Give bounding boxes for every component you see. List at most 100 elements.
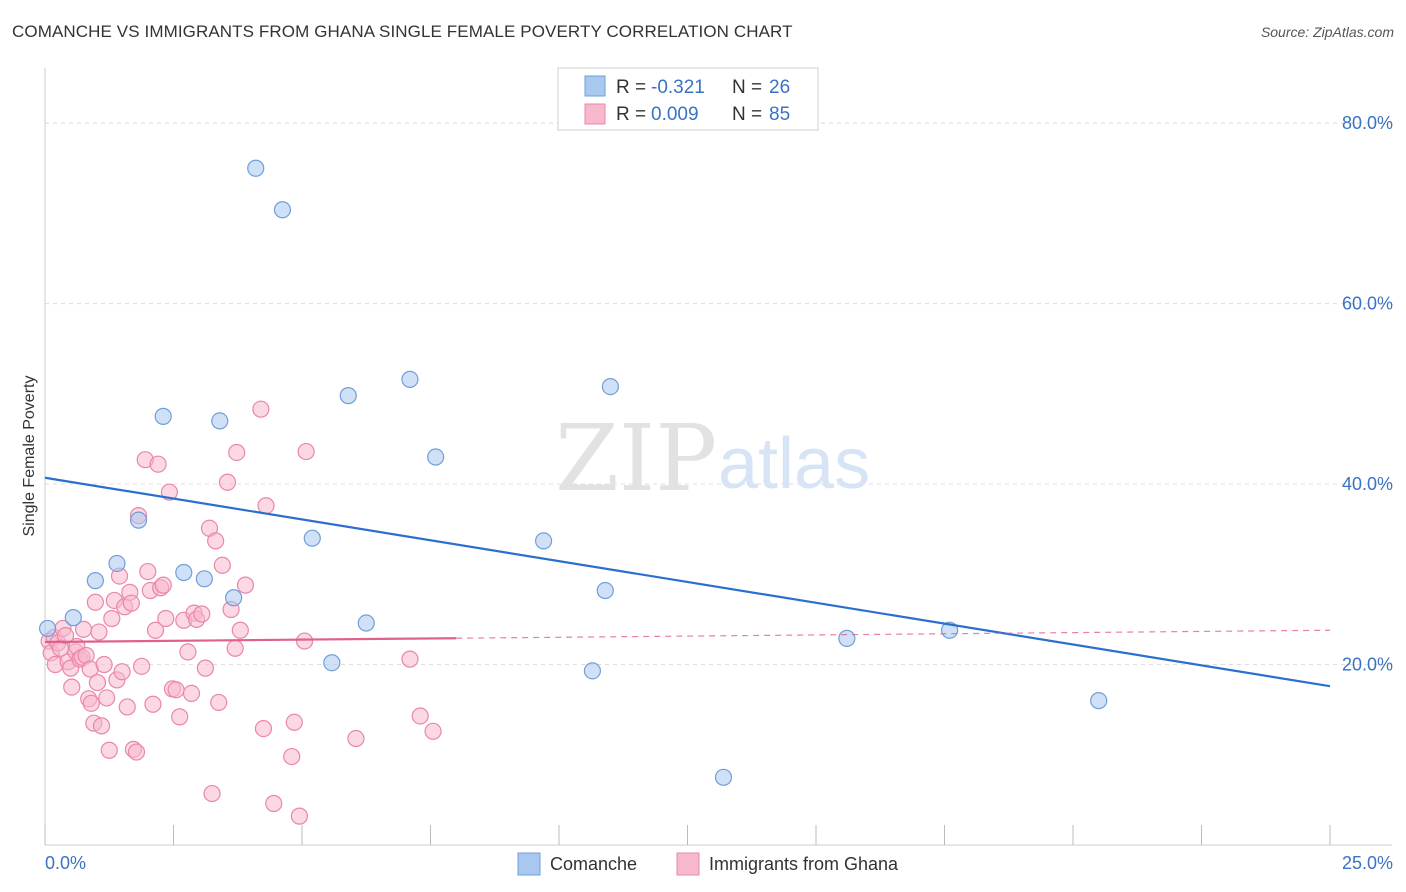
comanche-point [339, 387, 357, 405]
ghana-point [193, 605, 211, 623]
ghana-point [98, 689, 116, 707]
comanche-point [357, 614, 375, 632]
comanche-point [273, 201, 292, 219]
comanche-point [1090, 692, 1108, 710]
ghana-point [146, 621, 165, 639]
ghana-point [401, 650, 419, 668]
ghana-point [283, 747, 301, 766]
series-legend: Comanche Immigrants from Ghana [517, 852, 899, 876]
ghana-point [100, 741, 118, 759]
source-credit: Source: ZipAtlas.com [1260, 24, 1394, 40]
ghana-trend-line [44, 637, 457, 644]
ghana-point [133, 657, 151, 675]
ghana-point [424, 722, 442, 740]
chart-title: COMANCHE VS IMMIGRANTS FROM GHANA SINGLE… [12, 22, 793, 41]
ghana-point [167, 681, 185, 699]
x-tick-label-max: 25.0% [1342, 853, 1393, 873]
watermark: ZIP atlas [555, 405, 870, 512]
comanche-point [401, 370, 419, 388]
ghana-point [213, 556, 231, 574]
data-points [38, 159, 1108, 825]
comanche-point [596, 581, 614, 600]
comanche-r-label: R = [616, 77, 646, 98]
comanche-point [38, 619, 57, 638]
comanche-point [211, 412, 229, 430]
ghana-point [182, 684, 201, 703]
ghana-point [88, 673, 107, 692]
comanche-point [303, 529, 321, 547]
ghana-r-label: R = [616, 104, 646, 125]
comanche-point [225, 589, 243, 607]
ghana-point [122, 594, 140, 612]
ghana-point [92, 717, 111, 735]
y-axis-label: Single Female Poverty [21, 376, 38, 537]
ghana-point [228, 443, 246, 462]
ghana-point [411, 707, 429, 725]
ghana-point [347, 729, 365, 748]
ghana-n-label: N = [732, 104, 762, 125]
ghana-point [157, 609, 175, 628]
ghana-point [257, 497, 275, 515]
ghana-point [210, 693, 228, 712]
ghana-point [171, 708, 189, 726]
watermark-atlas: atlas [718, 424, 870, 504]
ghana-point [295, 632, 314, 650]
legend-comanche-swatch[interactable] [517, 852, 541, 876]
trend-lines [44, 476, 1331, 688]
ghana-point [226, 639, 244, 657]
comanche-point [838, 629, 856, 647]
ghana-point [252, 400, 270, 418]
ghana-point [265, 794, 283, 813]
axes: 20.0% 40.0% 60.0% 80.0% 0.0% 25.0% [44, 68, 1393, 873]
ghana-trend-line-dashed [456, 629, 1331, 639]
legend-ghana-label[interactable]: Immigrants from Ghana [709, 854, 899, 874]
ghana-point [218, 473, 237, 491]
ghana-point [285, 713, 303, 731]
comanche-r-value: -0.321 [651, 77, 705, 98]
comanche-point [601, 378, 620, 396]
ghana-point [203, 784, 221, 803]
comanche-trend-line [44, 476, 1331, 688]
ghana-point [95, 655, 113, 674]
ghana-point [196, 659, 214, 677]
ghana-point [103, 609, 121, 628]
comanche-point [534, 532, 553, 550]
legend-comanche-label[interactable]: Comanche [550, 854, 637, 874]
comanche-n-value: 26 [769, 77, 790, 98]
y-tick-label: 80.0% [1342, 113, 1393, 133]
ghana-r-value: 0.009 [651, 104, 699, 125]
x-tick-label-min: 0.0% [45, 853, 86, 873]
comanche-point [86, 572, 104, 590]
watermark-zip: ZIP [555, 405, 717, 512]
ghana-point [144, 695, 162, 713]
ghana-n-value: 85 [769, 104, 790, 125]
ghana-point [118, 698, 136, 716]
legend-ghana-swatch[interactable] [676, 852, 700, 876]
ghana-point [82, 694, 100, 712]
comanche-swatch [584, 75, 606, 97]
comanche-n-label: N = [732, 77, 762, 98]
ghana-point [236, 576, 255, 594]
stats-legend: R = -0.321 N = 26 R = 0.009 N = 85 [557, 67, 819, 131]
comanche-point [154, 407, 172, 425]
comanche-point [195, 570, 213, 588]
ghana-point [154, 576, 172, 594]
y-tick-label: 60.0% [1342, 294, 1393, 314]
ghana-point [297, 442, 315, 461]
comanche-point [714, 768, 733, 786]
ghana-swatch [584, 103, 606, 125]
ghana-point [113, 663, 131, 681]
ghana-point [207, 532, 225, 550]
ghana-point [290, 807, 309, 825]
ghana-point [179, 643, 197, 661]
ghana-point [254, 719, 273, 738]
ghana-point [56, 627, 75, 645]
comanche-point [427, 448, 445, 466]
comanche-point [247, 159, 265, 177]
comanche-point [64, 609, 82, 627]
comanche-point [323, 654, 341, 672]
ghana-point [231, 621, 249, 639]
ghana-point [139, 562, 157, 581]
comanche-point [108, 554, 126, 573]
